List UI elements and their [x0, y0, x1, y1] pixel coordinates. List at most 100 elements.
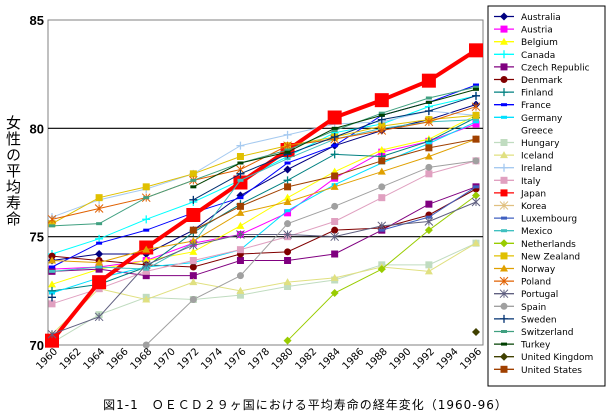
data-point — [424, 217, 434, 226]
legend-marker — [500, 176, 508, 184]
legend-label: Mexico — [521, 227, 553, 237]
legend-item-france: France — [494, 101, 551, 111]
data-point — [378, 228, 385, 232]
x-tick-label: 1988 — [364, 346, 390, 372]
legend-marker — [500, 252, 508, 260]
data-point — [48, 300, 56, 308]
data-point — [142, 295, 151, 303]
data-point — [283, 278, 292, 286]
data-point — [283, 130, 292, 139]
data-point — [331, 129, 338, 132]
data-point — [472, 120, 480, 128]
legend-label: Czech Republic — [521, 63, 590, 73]
x-tick-label: 1964 — [81, 346, 107, 372]
legend-item-hungary: Hungary — [494, 139, 560, 149]
data-point — [284, 283, 292, 290]
series-line — [51, 86, 477, 227]
legend-marker — [500, 352, 508, 361]
data-point — [472, 191, 480, 200]
data-point — [472, 239, 480, 247]
data-point — [94, 204, 104, 213]
data-point — [48, 256, 56, 264]
series-line — [51, 110, 477, 218]
series-line — [51, 138, 477, 264]
data-point — [141, 260, 151, 270]
data-point — [284, 183, 292, 191]
data-point — [190, 185, 197, 189]
data-point — [331, 226, 339, 234]
x-tick-label: 1996 — [458, 346, 484, 372]
legend-label: Japan — [520, 189, 546, 199]
data-point — [425, 142, 432, 145]
data-point — [473, 185, 479, 189]
legend-item-italy: Italy — [494, 176, 541, 187]
series-luxembourg — [378, 185, 479, 232]
legend-item-united-kingdom: United Kingdom — [494, 352, 593, 363]
legend-marker — [500, 239, 508, 248]
data-point — [378, 113, 385, 117]
x-tick-label: 1970 — [152, 346, 178, 372]
data-point — [425, 200, 433, 208]
legend-label: Ireland — [521, 164, 552, 174]
data-point — [188, 240, 198, 250]
data-point — [377, 221, 387, 231]
data-point — [236, 230, 245, 239]
data-point — [142, 267, 150, 275]
data-point — [377, 146, 386, 153]
legend-marker — [500, 264, 508, 272]
data-point — [189, 278, 198, 286]
data-point — [142, 341, 150, 349]
data-point — [472, 91, 480, 100]
series-norway — [48, 135, 480, 266]
legend-item-iceland: Iceland — [494, 151, 554, 162]
x-tick-label: 1972 — [176, 346, 202, 372]
series-sweden — [48, 91, 480, 302]
data-point — [378, 122, 386, 130]
data-point — [284, 150, 291, 154]
data-point — [143, 267, 150, 271]
data-point — [95, 265, 103, 273]
x-tick-label: 1994 — [435, 346, 461, 372]
legend-item-germany: Germany — [494, 114, 563, 124]
data-point — [284, 148, 291, 152]
legend-label: Switzerland — [521, 328, 574, 338]
y-tick-label: 70 — [30, 338, 44, 353]
series-line — [50, 48, 478, 342]
y-tick-label: 85 — [30, 13, 44, 28]
legend-label: Norway — [521, 265, 556, 275]
data-point — [473, 85, 479, 89]
legend-item-luxembourg: Luxembourg — [494, 215, 577, 225]
series-line — [51, 242, 477, 344]
data-point — [378, 183, 386, 191]
y-axis-label: 女性の平均寿命 — [4, 115, 22, 227]
x-tick-label: 1986 — [341, 346, 367, 372]
legend-marker — [500, 151, 508, 159]
data-point — [283, 336, 292, 345]
legend-item-czech-republic: Czech Republic — [494, 63, 590, 73]
data-point — [330, 289, 339, 297]
data-point — [284, 157, 291, 161]
data-point — [189, 257, 197, 264]
data-point — [189, 263, 197, 271]
legend-marker — [500, 50, 508, 59]
legend-item-australia: Australia — [494, 12, 561, 23]
series-spain — [142, 157, 480, 349]
legend-marker — [500, 365, 508, 373]
data-point — [472, 135, 480, 143]
data-point — [378, 194, 386, 202]
data-point — [237, 161, 244, 165]
data-point — [49, 291, 55, 295]
legend-label: Italy — [521, 177, 541, 187]
series-line — [51, 160, 477, 305]
data-point — [469, 43, 483, 58]
series-united-kingdom — [472, 328, 480, 336]
data-point — [95, 234, 104, 243]
legend-marker — [501, 229, 507, 233]
data-point — [425, 163, 433, 171]
data-point — [142, 245, 151, 253]
legend-item-japan: Japan — [494, 189, 546, 199]
data-point — [473, 87, 479, 91]
data-point — [331, 218, 339, 225]
data-point — [95, 194, 103, 202]
legend-label: Greece — [521, 126, 553, 136]
